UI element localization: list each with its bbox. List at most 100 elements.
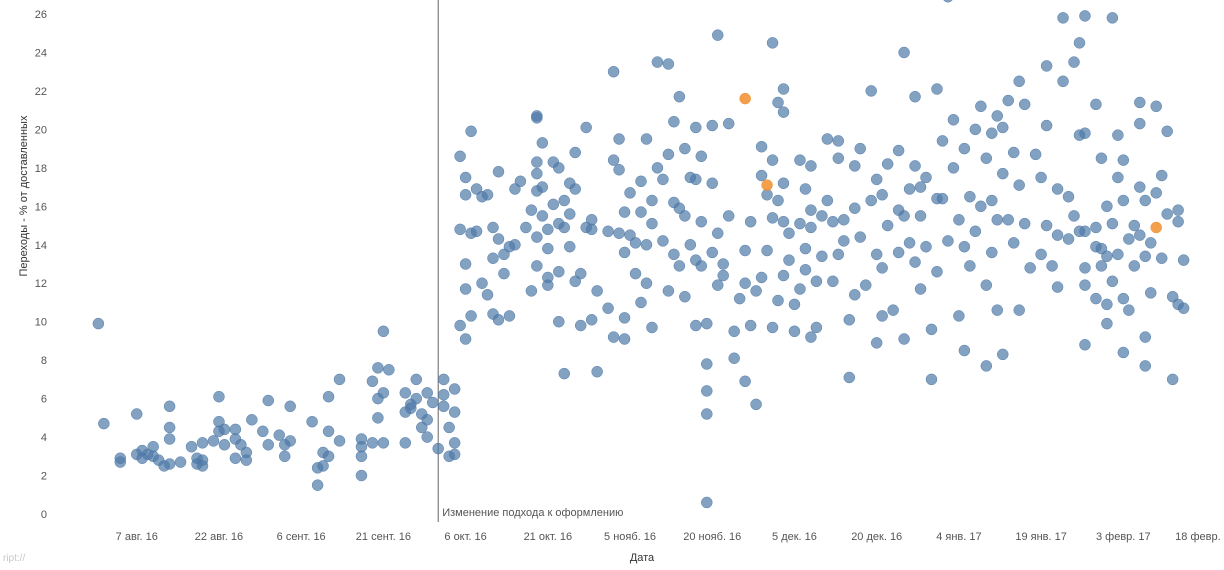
- data-point: [574, 267, 587, 280]
- y-tick-label: 2: [41, 471, 47, 483]
- data-point: [1046, 260, 1058, 272]
- x-tick-label: 4 янв. 17: [936, 531, 981, 543]
- data-point: [898, 210, 910, 222]
- data-point: [722, 210, 735, 222]
- data-point: [174, 456, 187, 468]
- data-point: [1057, 12, 1069, 24]
- data-point: [1101, 200, 1113, 213]
- data-point: [536, 181, 549, 193]
- data-point: [454, 223, 466, 236]
- data-point: [794, 283, 806, 295]
- data-point: [980, 279, 993, 291]
- data-point: [865, 194, 877, 207]
- data-point: [1112, 171, 1124, 184]
- data-point: [618, 246, 631, 259]
- data-point: [1172, 215, 1184, 228]
- y-tick-label: 24: [35, 47, 47, 59]
- x-tick-label: 6 сент. 16: [277, 531, 326, 543]
- data-point: [421, 431, 433, 443]
- data-point: [914, 210, 927, 222]
- data-point: [311, 479, 324, 491]
- data-point: [1117, 194, 1130, 207]
- data-point: [843, 371, 856, 384]
- data-point: [695, 260, 708, 272]
- data-point: [1013, 75, 1025, 88]
- data-point: [997, 167, 1009, 180]
- data-point: [262, 439, 275, 451]
- data-point: [333, 435, 346, 447]
- data-point: [618, 206, 631, 218]
- data-point: [399, 437, 412, 449]
- data-point: [624, 187, 636, 199]
- data-point: [744, 319, 757, 332]
- y-tick-label: 4: [41, 432, 47, 444]
- data-point: [246, 414, 258, 426]
- data-point: [986, 127, 998, 139]
- data-point: [196, 460, 209, 472]
- data-point: [257, 425, 269, 438]
- data-point: [892, 246, 905, 259]
- y-tick-label: 18: [35, 163, 47, 175]
- data-point: [1090, 221, 1102, 234]
- data-point: [383, 364, 395, 376]
- data-point: [909, 160, 921, 172]
- data-point: [969, 123, 982, 136]
- data-point: [1139, 360, 1152, 372]
- data-point: [377, 325, 390, 338]
- data-point: [640, 239, 653, 251]
- data-point: [706, 119, 719, 132]
- data-point: [821, 194, 834, 207]
- data-point: [838, 214, 850, 226]
- data-point: [931, 265, 943, 278]
- data-point: [531, 231, 543, 243]
- data-point: [1134, 229, 1146, 241]
- data-point: [953, 310, 965, 322]
- data-point: [684, 239, 697, 251]
- data-point: [991, 214, 1004, 226]
- data-point: [701, 317, 713, 330]
- data-point: [585, 223, 598, 236]
- data-point: [794, 217, 806, 230]
- data-point: [980, 360, 993, 372]
- data-point: [635, 296, 647, 309]
- data-point: [1002, 94, 1014, 107]
- data-point: [783, 227, 795, 239]
- data-point: [695, 215, 708, 228]
- data-point: [783, 254, 795, 266]
- data-point: [975, 200, 987, 213]
- data-point: [459, 333, 472, 345]
- x-tick-label: 20 дек. 16: [851, 531, 902, 543]
- data-point: [377, 387, 390, 399]
- data-point: [761, 244, 773, 257]
- data-point: [870, 248, 883, 261]
- data-point: [333, 373, 346, 386]
- data-point: [657, 173, 669, 186]
- data-point: [459, 189, 472, 201]
- data-point: [777, 269, 790, 282]
- data-point: [728, 325, 740, 338]
- data-point: [399, 387, 412, 399]
- data-point: [355, 469, 368, 482]
- data-point: [898, 333, 910, 345]
- data-point: [470, 225, 483, 238]
- data-point: [1040, 219, 1053, 232]
- data-point: [881, 219, 894, 232]
- data-point: [651, 56, 664, 68]
- data-point: [711, 279, 724, 291]
- data-point: [903, 183, 916, 195]
- data-point: [876, 189, 888, 201]
- data-point: [761, 189, 773, 201]
- data-point: [701, 496, 713, 509]
- data-point: [980, 152, 993, 164]
- data-point: [690, 319, 702, 332]
- data-point: [1106, 12, 1119, 24]
- data-point: [437, 373, 450, 386]
- data-point: [262, 394, 275, 407]
- data-point: [673, 90, 686, 103]
- data-point: [1018, 217, 1031, 230]
- data-point: [607, 154, 620, 166]
- data-point: [849, 160, 861, 172]
- data-point: [772, 294, 784, 307]
- y-tick-label: 14: [35, 240, 47, 252]
- data-point: [553, 265, 565, 278]
